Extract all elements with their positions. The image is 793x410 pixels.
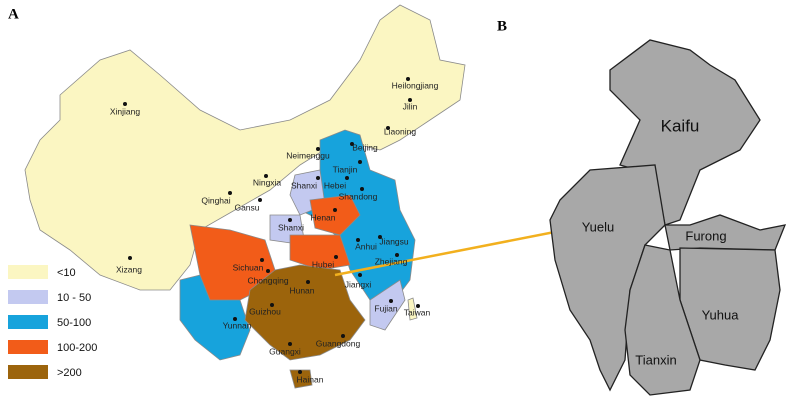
province-label: Jiangxi bbox=[345, 279, 372, 289]
province-label: Yunnan bbox=[223, 320, 252, 330]
china-map bbox=[24, 4, 466, 389]
province-label: Guangxi bbox=[269, 346, 301, 356]
province-dot bbox=[378, 235, 382, 239]
province-label: Jiangsu bbox=[379, 236, 409, 246]
legend-label: 100-200 bbox=[57, 342, 97, 354]
province-dot bbox=[386, 126, 390, 130]
province-dot bbox=[288, 218, 292, 222]
province-label: Hebei bbox=[324, 180, 346, 190]
province-dot bbox=[128, 256, 132, 260]
district-label: Yuhua bbox=[702, 307, 740, 322]
panel-label: A bbox=[8, 6, 19, 22]
province-label: Qinghai bbox=[201, 195, 230, 205]
province-dot bbox=[228, 191, 232, 195]
arrow bbox=[334, 227, 571, 277]
panel-label: B bbox=[497, 18, 507, 34]
province-dot bbox=[389, 299, 393, 303]
changsha-map bbox=[549, 39, 787, 396]
province-dot bbox=[358, 273, 362, 277]
province-label: Fujian bbox=[374, 303, 397, 313]
province-label: Hubei bbox=[312, 259, 334, 269]
province-dot bbox=[306, 280, 310, 284]
province-label: Ningxia bbox=[253, 177, 282, 187]
district-label: Yuelu bbox=[582, 219, 615, 234]
district bbox=[549, 164, 666, 392]
district-label: Kaifu bbox=[661, 116, 700, 135]
province-dot bbox=[316, 147, 320, 151]
province-label: Zhejiang bbox=[375, 256, 408, 266]
legend-swatch bbox=[8, 365, 48, 379]
province-dot bbox=[258, 198, 262, 202]
legend-label: <10 bbox=[57, 267, 76, 279]
province-label: Guizhou bbox=[249, 306, 281, 316]
province-label: Tianjin bbox=[333, 164, 358, 174]
legend-swatch bbox=[8, 290, 48, 304]
province-dot bbox=[288, 342, 292, 346]
province-dot bbox=[270, 303, 274, 307]
province-dot bbox=[395, 253, 399, 257]
region-light bbox=[369, 279, 406, 331]
province-label: Sichuan bbox=[233, 262, 264, 272]
province-dot bbox=[334, 255, 338, 259]
province-label: Liaoning bbox=[384, 126, 416, 136]
legend-swatch bbox=[8, 340, 48, 354]
region-low bbox=[24, 4, 466, 291]
province-label: Hainan bbox=[297, 374, 324, 384]
district-label: Furong bbox=[685, 228, 726, 243]
province-dot bbox=[233, 317, 237, 321]
province-label: Shanxi bbox=[278, 222, 304, 232]
province-label: Chongqing bbox=[247, 275, 288, 285]
province-label: Xizang bbox=[116, 264, 142, 274]
province-dot bbox=[358, 160, 362, 164]
region-high bbox=[309, 194, 361, 236]
province-dot bbox=[260, 258, 264, 262]
province-dot bbox=[264, 174, 268, 178]
province-label: Anhui bbox=[355, 241, 377, 251]
district-label: Tianxin bbox=[635, 352, 676, 367]
province-label: Gansu bbox=[234, 202, 259, 212]
province-dot bbox=[356, 238, 360, 242]
region-top bbox=[289, 369, 313, 389]
province-dot bbox=[298, 370, 302, 374]
province-dot bbox=[406, 77, 410, 81]
province-label: Neimenggu bbox=[286, 150, 330, 160]
province-dot bbox=[416, 304, 420, 308]
district bbox=[624, 244, 701, 396]
province-dot bbox=[341, 334, 345, 338]
province-label: Taiwan bbox=[404, 307, 431, 317]
province-label: Heilongjiang bbox=[392, 80, 439, 90]
legend-label: 50-100 bbox=[57, 317, 91, 329]
region-light bbox=[407, 297, 418, 321]
province-dot bbox=[345, 176, 349, 180]
legend-swatch bbox=[8, 265, 48, 279]
legend-label: 10 - 50 bbox=[57, 292, 91, 304]
province-label: Xinjiang bbox=[110, 106, 141, 116]
province-dot bbox=[333, 208, 337, 212]
legend-label: >200 bbox=[57, 367, 82, 379]
province-dot bbox=[266, 269, 270, 273]
province-label: Jilin bbox=[403, 101, 418, 111]
legend-swatch bbox=[8, 315, 48, 329]
region-top bbox=[244, 264, 366, 361]
province-label: Beijing bbox=[352, 142, 378, 152]
province-dot bbox=[123, 102, 127, 106]
province-label: Hunan bbox=[289, 285, 314, 295]
province-dot bbox=[360, 187, 364, 191]
region-high bbox=[289, 234, 351, 271]
province-dot bbox=[408, 98, 412, 102]
province-label: Shanxi bbox=[291, 180, 317, 190]
province-dot bbox=[316, 176, 320, 180]
province-dot bbox=[350, 142, 354, 146]
district bbox=[609, 39, 761, 226]
province-label: Henan bbox=[310, 212, 335, 222]
province-label: Guangdong bbox=[316, 338, 361, 348]
province-label: Shandong bbox=[339, 191, 378, 201]
